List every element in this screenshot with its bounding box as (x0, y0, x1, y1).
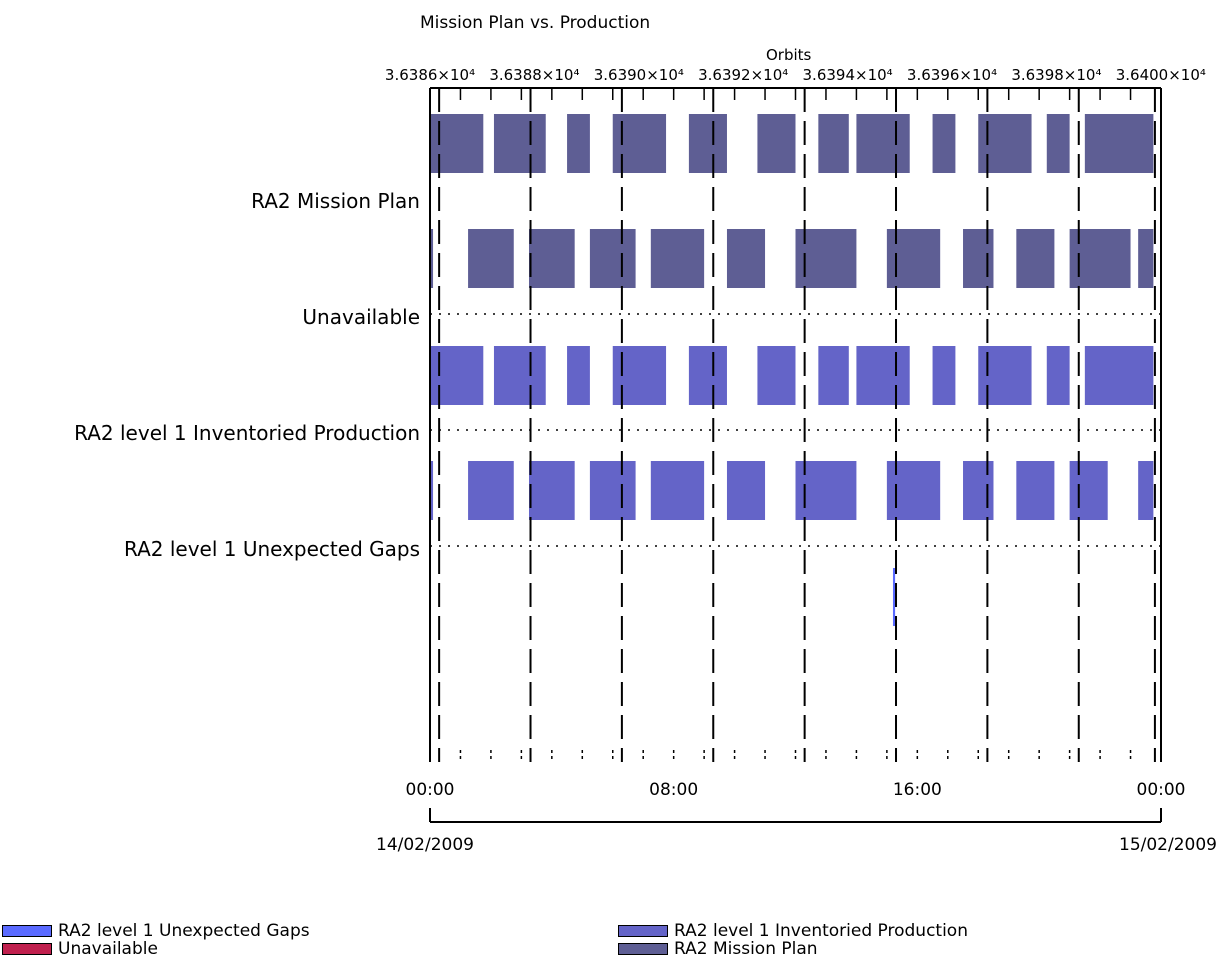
top-tick-label: 3.6388×10⁴ (489, 66, 579, 84)
top-tick-label: 3.6396×10⁴ (907, 66, 997, 84)
bar-lower (1069, 229, 1131, 288)
bar-upper (1046, 346, 1070, 405)
bar-upper (612, 114, 667, 173)
bar-upper (978, 346, 1032, 405)
bar-lower (528, 229, 575, 288)
bar-upper (757, 346, 796, 405)
bar-lower (726, 229, 766, 288)
top-tick-label: 3.6400×10⁴ (1116, 66, 1206, 84)
top-axis-label: Orbits (766, 46, 812, 64)
bar-lower (468, 229, 514, 288)
legend-item-production: RA2 level 1 Inventoried Production (618, 921, 968, 941)
legend-item-gaps: RA2 level 1 Unexpected Gaps (2, 921, 310, 941)
top-tick-label: 3.6398×10⁴ (1011, 66, 1101, 84)
bar-lower (1016, 229, 1055, 288)
bar-lower (795, 229, 857, 288)
top-tick-label: 3.6386×10⁴ (385, 66, 475, 84)
legend-label-production: RA2 level 1 Inventoried Production (674, 921, 968, 941)
top-tick-label: 3.6390×10⁴ (594, 66, 684, 84)
bar-upper (818, 346, 849, 405)
bar-upper (932, 114, 956, 173)
bar-lower (1138, 461, 1154, 520)
legend-item-mission-plan: RA2 Mission Plan (618, 939, 818, 959)
bar-lower (726, 461, 766, 520)
bar-upper (430, 114, 484, 173)
bar-upper (757, 114, 796, 173)
bar-upper (1084, 114, 1154, 173)
legend-swatch-mission-plan (618, 943, 668, 955)
legend-label-gaps: RA2 level 1 Unexpected Gaps (58, 921, 310, 941)
legend-item-unavailable: Unavailable (2, 939, 158, 959)
date-label-start: 14/02/2009 (376, 835, 474, 855)
bar-lower (468, 461, 514, 520)
bar-lower (963, 461, 994, 520)
bar-gap (892, 568, 896, 626)
legend-swatch-gaps (2, 925, 52, 937)
row-label: RA2 level 1 Inventoried Production (74, 421, 420, 445)
bar-lower (589, 461, 636, 520)
bar-upper (856, 346, 910, 405)
top-tick-label: 3.6392×10⁴ (698, 66, 788, 84)
bar-lower (1016, 461, 1055, 520)
top-tick-label: 3.6394×10⁴ (803, 66, 893, 84)
legend-label-mission-plan: RA2 Mission Plan (674, 939, 818, 959)
bar-lower (589, 229, 636, 288)
time-tick-label: 16:00 (893, 780, 942, 800)
bar-upper (1084, 346, 1154, 405)
bar-upper (688, 346, 727, 405)
legend-swatch-production (618, 925, 668, 937)
bar-lower (1138, 229, 1154, 288)
bar-upper (612, 346, 667, 405)
bar-upper (688, 114, 727, 173)
chart-title: Mission Plan vs. Production (420, 13, 650, 33)
legend-label-unavailable: Unavailable (58, 939, 158, 959)
bar-upper (978, 114, 1032, 173)
bar-lower (528, 461, 575, 520)
bar-lower (430, 229, 434, 288)
time-tick-label: 00:00 (1137, 780, 1186, 800)
row-label: Unavailable (302, 305, 420, 329)
bar-lower (430, 461, 434, 520)
bar-lower (1069, 461, 1108, 520)
bar-lower (886, 229, 941, 288)
bar-lower (795, 461, 857, 520)
row-label: RA2 Mission Plan (251, 189, 420, 213)
bar-lower (963, 229, 994, 288)
bar-upper (932, 346, 956, 405)
row-label: RA2 level 1 Unexpected Gaps (124, 537, 420, 561)
bar-upper (567, 114, 590, 173)
bar-upper (1046, 114, 1070, 173)
time-tick-label: 00:00 (406, 780, 455, 800)
bar-lower (650, 461, 705, 520)
bar-upper (430, 346, 484, 405)
bar-lower (650, 229, 705, 288)
bar-upper (493, 346, 546, 405)
legend-swatch-unavailable (2, 943, 52, 955)
bar-upper (818, 114, 849, 173)
date-label-end: 15/02/2009 (1119, 835, 1217, 855)
bar-upper (493, 114, 546, 173)
bar-lower (886, 461, 941, 520)
time-tick-label: 08:00 (649, 780, 698, 800)
bar-upper (856, 114, 910, 173)
bar-upper (567, 346, 590, 405)
